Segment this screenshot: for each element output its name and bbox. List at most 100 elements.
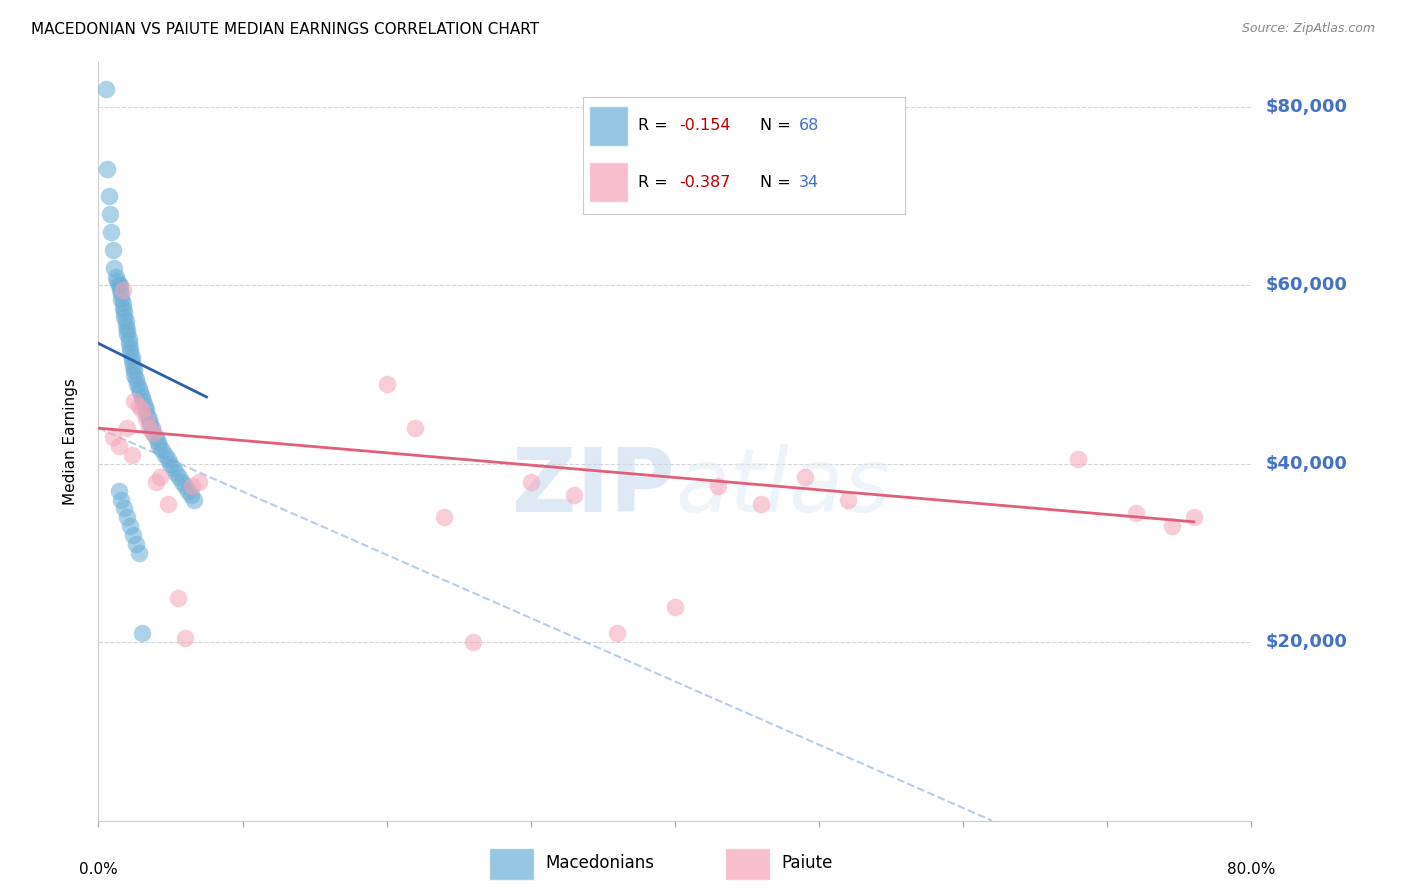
Point [150, 443, 173, 458]
Point [606, 626, 628, 640]
Point [125, 372, 148, 386]
Point [142, 425, 165, 440]
Point [165, 466, 187, 480]
Text: atlas: atlas [675, 444, 890, 530]
Point [180, 488, 202, 502]
Text: $20,000: $20,000 [1265, 633, 1347, 651]
Point [181, 479, 204, 493]
Point [112, 310, 135, 324]
Point [129, 385, 152, 400]
Point [107, 439, 129, 453]
Point [138, 412, 160, 426]
Point [110, 492, 132, 507]
Text: MACEDONIAN VS PAIUTE MEDIAN EARNINGS CORRELATION CHART: MACEDONIAN VS PAIUTE MEDIAN EARNINGS COR… [31, 22, 538, 37]
Point [135, 412, 157, 426]
Point [108, 278, 131, 293]
Point [112, 305, 135, 319]
Point [121, 354, 143, 368]
Point [793, 470, 815, 484]
Point [120, 519, 142, 533]
Point [120, 341, 142, 355]
Point [132, 394, 155, 409]
Point [122, 359, 145, 373]
Point [101, 430, 124, 444]
Point [120, 345, 142, 359]
Point [405, 421, 427, 435]
Text: -0.387: -0.387 [679, 175, 731, 190]
Point [131, 626, 153, 640]
Point [1161, 519, 1184, 533]
Text: 80.0%: 80.0% [1227, 863, 1275, 878]
Point [1125, 506, 1147, 520]
Point [1067, 452, 1090, 467]
Point [98, 207, 121, 221]
Point [124, 368, 146, 382]
Point [159, 457, 181, 471]
Point [110, 287, 132, 301]
Point [117, 510, 139, 524]
Point [94, 82, 117, 96]
Point [100, 225, 122, 239]
Point [111, 283, 134, 297]
Point [128, 399, 150, 413]
Text: 34: 34 [799, 175, 820, 190]
Point [153, 448, 176, 462]
Point [156, 452, 179, 467]
Point [188, 475, 211, 489]
Point [128, 381, 150, 395]
Point [520, 475, 543, 489]
Point [174, 631, 197, 645]
Text: R =: R = [637, 175, 672, 190]
Point [135, 403, 157, 417]
Bar [725, 848, 770, 880]
Point [103, 260, 125, 275]
Point [146, 434, 169, 449]
Text: Macedonians: Macedonians [546, 854, 655, 872]
Point [108, 283, 131, 297]
Point [117, 421, 139, 435]
Bar [489, 848, 534, 880]
Text: $60,000: $60,000 [1265, 277, 1347, 294]
Text: ZIP: ZIP [512, 443, 675, 531]
Text: $80,000: $80,000 [1265, 98, 1347, 116]
Point [107, 483, 129, 498]
Point [375, 376, 398, 391]
Point [114, 314, 136, 328]
Point [142, 425, 165, 440]
Point [136, 408, 159, 422]
Point [461, 635, 484, 649]
Point [128, 546, 150, 560]
Point [174, 479, 197, 493]
Point [118, 332, 141, 346]
Point [145, 475, 167, 489]
Point [156, 497, 179, 511]
Bar [589, 106, 628, 146]
Point [751, 497, 773, 511]
Point [139, 417, 162, 431]
Point [117, 323, 139, 337]
Text: Paiute: Paiute [782, 854, 834, 872]
Point [105, 274, 128, 288]
Point [125, 537, 148, 551]
Point [167, 470, 190, 484]
Point [562, 488, 585, 502]
Point [183, 492, 205, 507]
Text: Source: ZipAtlas.com: Source: ZipAtlas.com [1241, 22, 1375, 36]
Point [111, 296, 134, 310]
Point [837, 492, 859, 507]
Point [166, 591, 188, 605]
Point [101, 243, 124, 257]
Text: R =: R = [637, 119, 672, 134]
Point [664, 599, 686, 614]
Point [114, 318, 136, 333]
Point [433, 510, 456, 524]
Point [131, 390, 153, 404]
Point [1182, 510, 1205, 524]
Point [112, 501, 135, 516]
Point [148, 439, 170, 453]
Point [110, 292, 132, 306]
Point [122, 528, 145, 542]
Text: 0.0%: 0.0% [79, 863, 118, 878]
Point [162, 461, 184, 475]
Point [124, 394, 146, 409]
